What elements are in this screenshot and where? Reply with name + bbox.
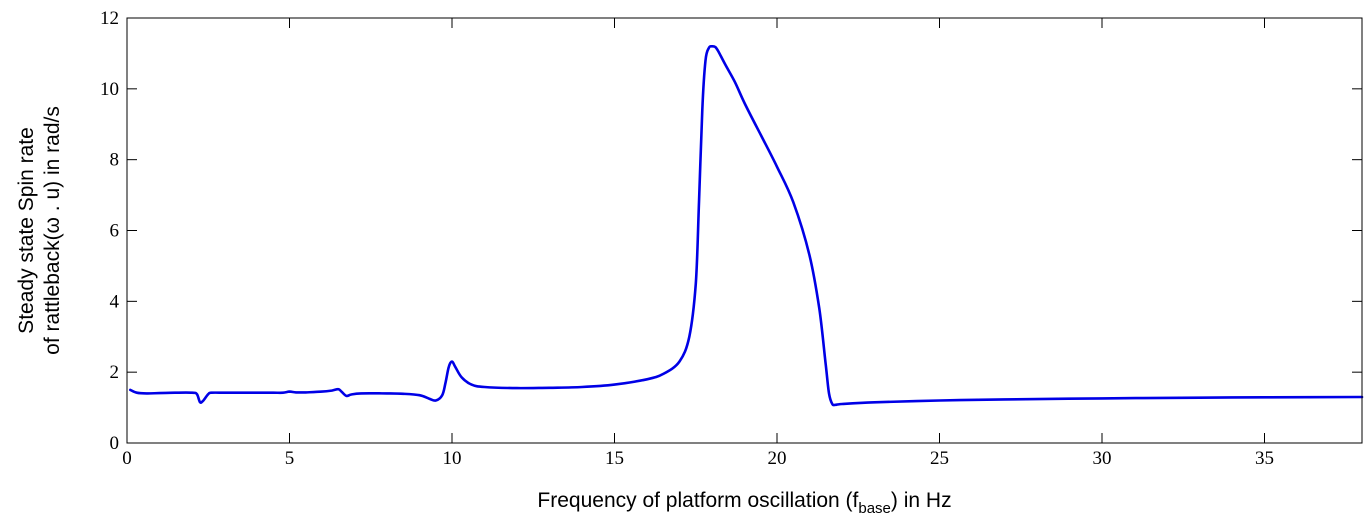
y-tick-label: 6 — [110, 221, 120, 242]
y-tick-label: 2 — [110, 362, 120, 383]
x-tick-label: 20 — [768, 448, 787, 469]
plot-frame — [126, 17, 1363, 444]
x-axis-label: Frequency of platform oscillation (fbase… — [537, 489, 951, 517]
y-tick-label: 4 — [110, 291, 120, 312]
y-tick-label: 8 — [110, 150, 120, 171]
x-tick-label: 10 — [443, 448, 462, 469]
tick-labels: 0 5 10 15 20 25 30 35 0 2 4 6 8 10 12 — [100, 8, 1274, 469]
spin-rate-line — [129, 44, 1364, 407]
y-tick-label: 10 — [100, 79, 119, 100]
x-axis-label-main: Frequency of platform oscillation (f — [537, 489, 858, 512]
x-tick-label: 0 — [122, 448, 132, 469]
x-axis-label-tail: ) in Hz — [891, 489, 952, 512]
y-axis-label: Steady state Spin rate of rattleback(ω .… — [15, 106, 64, 355]
y-tick-label: 0 — [110, 433, 120, 454]
x-tick-label: 5 — [285, 448, 295, 469]
y-axis-label-line1: Steady state Spin rate — [15, 127, 38, 334]
x-tick-label: 35 — [1255, 448, 1274, 469]
x-tick-label: 25 — [930, 448, 949, 469]
y-axis-label-line2: of rattleback(ω . u) in rad/s — [41, 106, 64, 355]
ticks-layer — [126, 17, 1362, 444]
x-axis-label-subscript: base — [858, 500, 891, 517]
x-tick-label: 15 — [605, 448, 624, 469]
y-tick-label: 12 — [100, 8, 119, 29]
x-tick-label: 30 — [1093, 448, 1112, 469]
